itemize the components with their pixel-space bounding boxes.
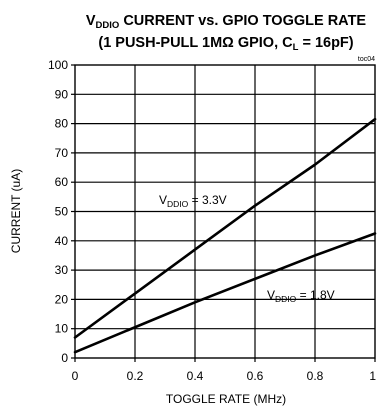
y-tick-label: 30: [55, 263, 69, 277]
y-tick-label: 10: [55, 322, 69, 336]
y-tick-label: 20: [55, 292, 69, 306]
chart-title: VDDIO CURRENT vs. GPIO TOGGLE RATE (1 PU…: [86, 13, 367, 53]
y-tick-label: 100: [48, 58, 68, 72]
y-tick-label: 0: [61, 351, 68, 365]
y-tick-label: 80: [55, 117, 69, 131]
series-label-3v3: VDDIO = 3.3V: [159, 193, 227, 209]
chart-title-line-2: (1 PUSH-PULL 1MΩ GPIO, CL = 16pF): [98, 35, 353, 53]
y-tick-label: 90: [55, 87, 69, 101]
chart-title-line-1: VDDIO CURRENT vs. GPIO TOGGLE RATE: [86, 13, 367, 31]
y-axis-label: CURRENT (uA): [9, 169, 23, 253]
figure-ref: toc04: [358, 56, 375, 63]
x-tick-label: 0.6: [247, 369, 264, 383]
x-tick-label: 1: [369, 369, 376, 383]
x-tick-label: 0.8: [307, 369, 324, 383]
y-axis-tick-labels: 0 10 20 30 40 50 60 70 80 90 100: [48, 58, 68, 365]
y-tick-label: 70: [55, 146, 69, 160]
x-axis-label: TOGGLE RATE (MHz): [166, 392, 286, 406]
y-tick-label: 50: [55, 205, 69, 219]
y-tick-label: 60: [55, 175, 69, 189]
series-line-1: [73, 232, 377, 354]
x-axis-tick-labels: 0 0.2 0.4 0.6 0.8 1: [72, 369, 377, 383]
series-lines: [73, 117, 377, 354]
x-tick-label: 0.4: [187, 369, 204, 383]
x-tick-label: 0: [72, 369, 79, 383]
series-line-0: [73, 117, 377, 339]
y-tick-label: 40: [55, 234, 69, 248]
x-tick-label: 0.2: [127, 369, 144, 383]
axis-ticks: [71, 64, 376, 362]
grid: [75, 65, 375, 358]
series-label-1v8: VDDIO = 1.8V: [267, 288, 335, 304]
